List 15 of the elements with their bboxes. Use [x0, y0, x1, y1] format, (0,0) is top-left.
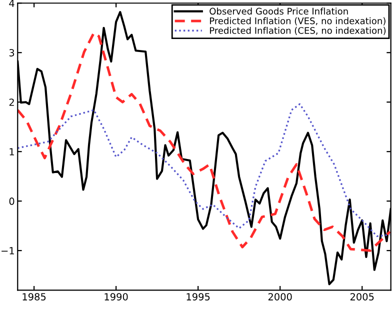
y-tick-label: 0 — [9, 198, 14, 205]
y-tick-label: 1 — [10, 148, 14, 156]
x-tick-label: 2005 — [350, 293, 374, 300]
y-tick-label: 4 — [9, 0, 14, 7]
x-tick-label: 1985 — [22, 293, 46, 300]
y-tick-label: 2 — [9, 98, 14, 106]
x-tick-label: 1990 — [104, 293, 128, 300]
legend-label: Predicted Inflation (CES, no indexation) — [210, 26, 386, 35]
legend-label: Observed Goods Price Inflation — [210, 8, 348, 15]
y-tick-label: −1 — [2, 247, 14, 254]
legend-label: Predicted Inflation (VES, no indexation) — [210, 17, 386, 26]
y-tick-label: 3 — [9, 49, 14, 56]
line-series — [18, 103, 391, 238]
x-tick-label: 1995 — [186, 293, 210, 300]
x-tick-label: 2000 — [268, 293, 292, 300]
